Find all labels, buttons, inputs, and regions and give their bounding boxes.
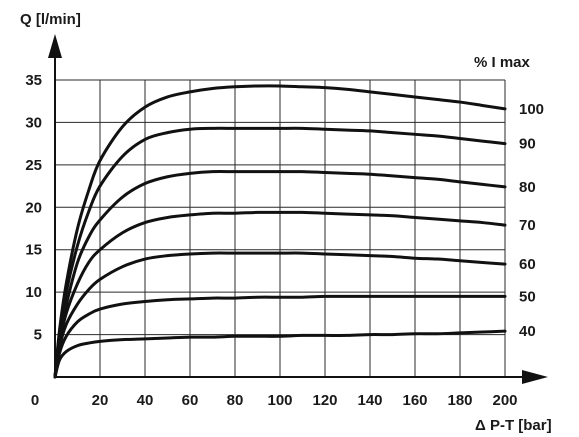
series-line-40	[53, 329, 507, 379]
series-label-80: 80	[519, 179, 536, 196]
x-tick-label: 160	[402, 392, 427, 409]
y-tick-label: 5	[34, 327, 42, 344]
x-axis-arrow	[522, 370, 548, 384]
series-label-50: 50	[519, 288, 536, 305]
x-tick-label: 140	[357, 392, 382, 409]
series-line-70	[53, 210, 507, 379]
y-tick-label: 35	[25, 72, 42, 89]
x-tick-label: 80	[227, 392, 244, 409]
y-tick-label: 20	[25, 199, 42, 216]
series-label-100: 100	[519, 101, 544, 118]
x-axis-label: Δ P-T [bar]	[475, 417, 552, 434]
series-line-60	[53, 251, 507, 379]
x-tick-label: 200	[492, 392, 517, 409]
series-line-50	[53, 294, 507, 379]
series-label-70: 70	[519, 217, 536, 234]
x-tick-label: 120	[312, 392, 337, 409]
grid	[55, 79, 506, 377]
series-label-90: 90	[519, 136, 536, 153]
x-tick-label: 180	[447, 392, 472, 409]
legend-title: % I max	[474, 54, 531, 71]
x-tick-label: 60	[182, 392, 199, 409]
y-tick-label: 10	[25, 284, 42, 301]
x-tick-label: 100	[267, 392, 292, 409]
series-label-60: 60	[519, 256, 536, 273]
series-line-90	[53, 126, 507, 379]
x-tick-label: 0	[31, 392, 39, 409]
axes	[48, 34, 548, 384]
y-tick-label: 25	[25, 157, 42, 174]
series-line-100	[53, 84, 507, 379]
x-tick-label: 40	[137, 392, 154, 409]
y-tick-label: 30	[25, 114, 42, 131]
legend-labels: 100 90 80 70 60 50 40	[519, 101, 544, 340]
y-axis-label: Q [l/min]	[20, 11, 81, 28]
y-axis-arrow	[48, 34, 62, 58]
series-label-40: 40	[519, 323, 536, 340]
series-line-80	[53, 170, 507, 379]
x-tick-label: 20	[92, 392, 109, 409]
tick-labels: 0 20 40 60 80 100 120 140 160 180 200 5 10 15 20 25 30 35	[25, 72, 517, 409]
y-tick-label: 15	[25, 242, 42, 259]
series-lines	[53, 84, 507, 379]
